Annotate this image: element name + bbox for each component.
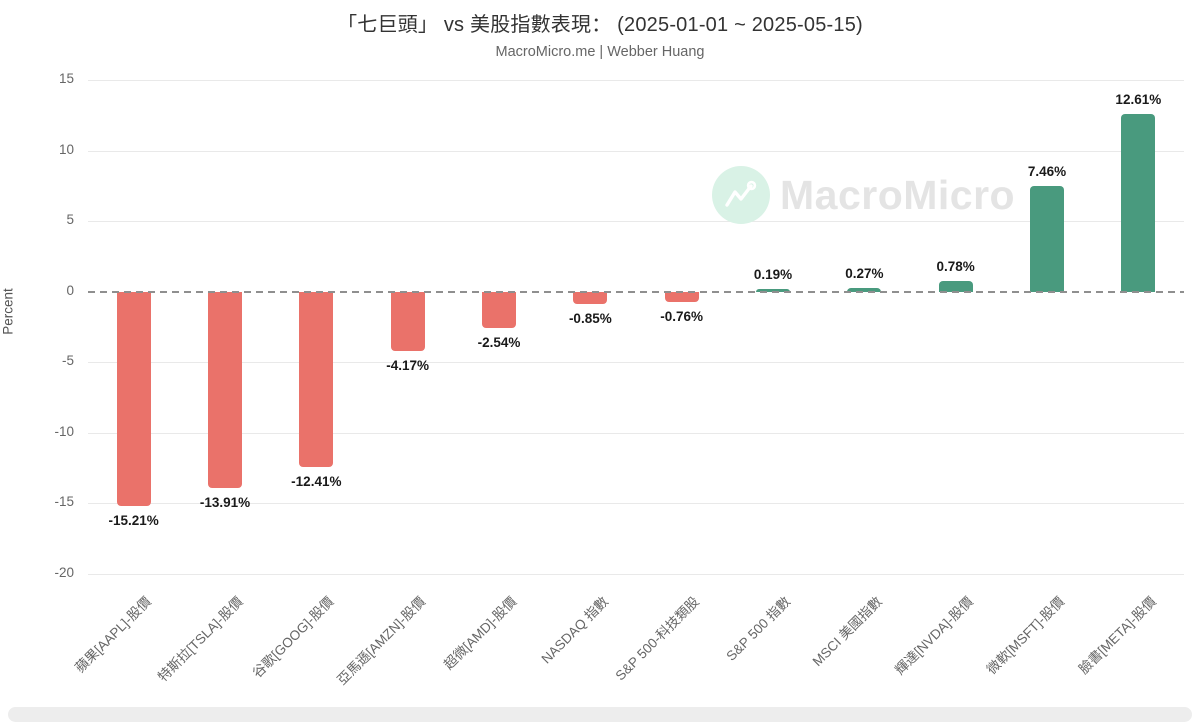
- x-axis-label: 臉書[META]-股價: [1075, 593, 1159, 677]
- bar-value-label: -0.76%: [660, 309, 704, 325]
- gridline: [88, 221, 1184, 223]
- bar-value-label: 0.27%: [845, 265, 884, 281]
- y-tick-label: 0: [66, 282, 74, 298]
- bar-4[interactable]: [482, 291, 516, 328]
- x-axis-label: S&P 500-科技類股: [612, 593, 703, 684]
- gridline: [88, 432, 1184, 434]
- y-axis-title: Percent: [0, 288, 16, 335]
- x-axis-label: S&P 500 指數: [723, 593, 794, 664]
- bar-6[interactable]: [664, 291, 699, 303]
- bar-2[interactable]: [299, 291, 334, 467]
- bar-11[interactable]: [1121, 113, 1156, 292]
- bar-0[interactable]: [116, 291, 151, 507]
- gridline: [88, 503, 1184, 505]
- y-tick-label: -15: [54, 494, 74, 510]
- y-tick-label: 10: [58, 141, 74, 157]
- bar-value-label: 7.46%: [1027, 164, 1067, 180]
- x-axis-label: 微軟[MSFT]-股價: [984, 593, 1068, 678]
- bar-value-label: 12.61%: [1115, 91, 1162, 107]
- y-tick-label: 5: [66, 212, 74, 228]
- plot-area: -15.21% -13.91% -12.41% -4.17% -2.54% -0.85% -…: [88, 80, 1184, 575]
- watermark: MacroMicro: [712, 166, 1015, 224]
- macromicro-logo-icon: [712, 166, 770, 224]
- bar-8[interactable]: [847, 287, 882, 292]
- gridline: [88, 574, 1184, 575]
- bar-value-label: -15.21%: [108, 513, 159, 529]
- x-axis-label: 超微[AMD]-股價: [440, 593, 520, 673]
- bar-value-label: -0.85%: [568, 310, 612, 326]
- chart-subtitle: MacroMicro.me | Webber Huang: [495, 44, 705, 60]
- gridline: [88, 362, 1184, 364]
- gridline: [88, 80, 1184, 81]
- zero-baseline: [88, 290, 1184, 293]
- bar-1[interactable]: [208, 291, 242, 489]
- chart-title: 「七巨頭」 vs 美股指數表現： (2025-01-01 ~ 2025-05-1…: [337, 14, 863, 36]
- x-axis-label: 亞馬遜[AMZN]-股價: [334, 593, 429, 688]
- bar-value-label: 0.19%: [753, 267, 793, 283]
- bar-10[interactable]: [1030, 186, 1064, 292]
- bar-value-label: -2.54%: [477, 334, 521, 350]
- x-axis-label: 蘋果[AAPL]-股價: [72, 593, 155, 676]
- x-axis-label: 輝達[NVDA]-股價: [892, 593, 977, 678]
- x-axis-label: NASDAQ 指數: [538, 593, 611, 667]
- bar-9[interactable]: [938, 280, 973, 292]
- bar-value-label: 0.78%: [936, 258, 975, 274]
- horizontal-scrollbar[interactable]: [8, 707, 1192, 722]
- bar-value-label: -4.17%: [386, 357, 430, 373]
- bar-5[interactable]: [573, 291, 608, 304]
- y-tick-label: 15: [58, 71, 74, 86]
- x-axis-label: 谷歌[GOOG]-股價: [249, 593, 337, 681]
- bar-3[interactable]: [390, 291, 425, 351]
- bar-7[interactable]: [756, 289, 790, 292]
- x-axis-label: 特斯拉[TSLA]-股價: [154, 593, 246, 685]
- bar-value-label: -12.41%: [291, 473, 342, 489]
- bar-value-label: -13.91%: [199, 495, 251, 511]
- y-tick-label: -10: [54, 423, 74, 439]
- y-tick-label: -5: [61, 353, 74, 369]
- x-axis-label: MSCI 美國指數: [809, 593, 885, 670]
- gridline: [88, 150, 1184, 152]
- y-tick-label: -20: [54, 565, 74, 580]
- watermark-text: MacroMicro: [780, 171, 1016, 218]
